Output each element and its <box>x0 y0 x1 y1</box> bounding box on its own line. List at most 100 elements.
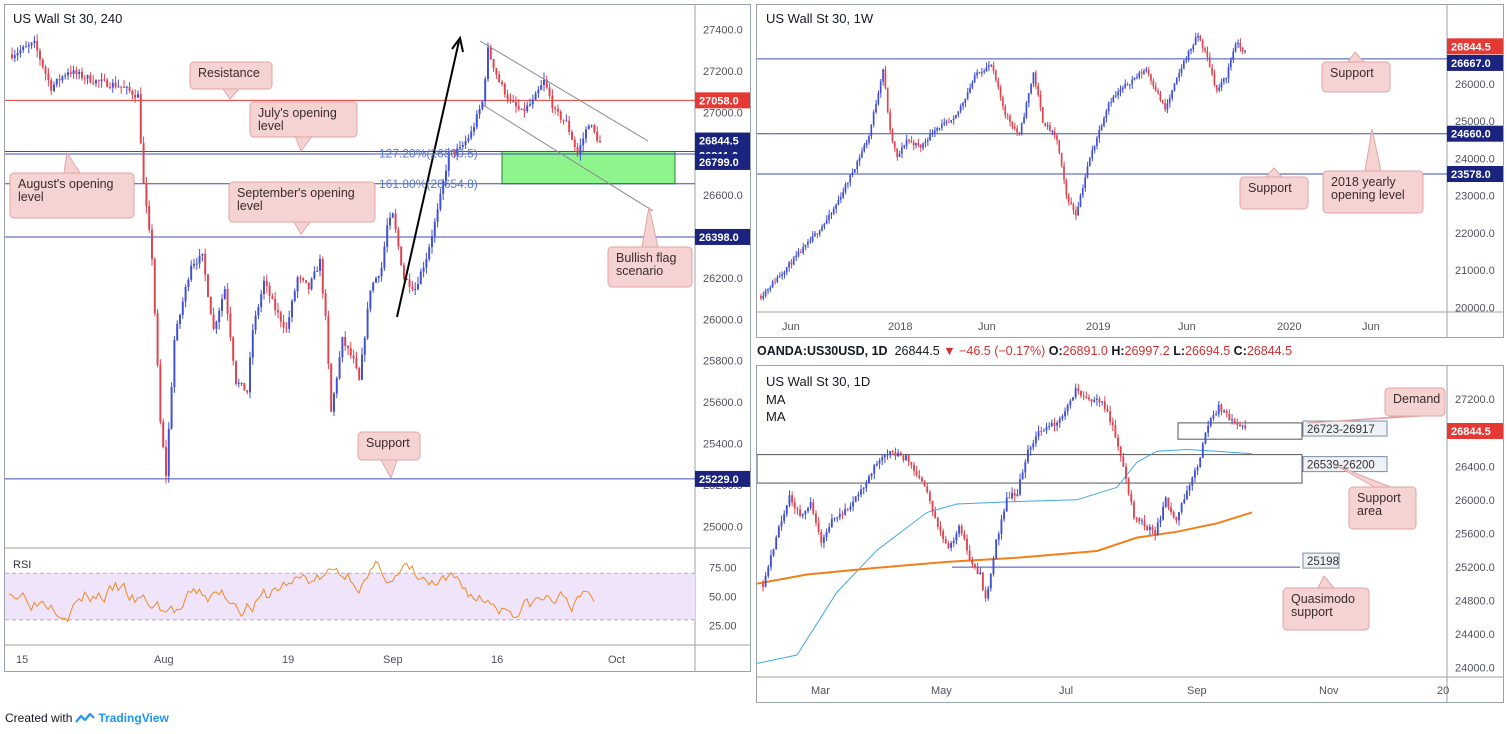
impulse-arrow-line <box>396 40 460 318</box>
w-candle <box>891 130 894 142</box>
d-candle <box>1050 423 1053 427</box>
w-x-tick: Jun <box>978 321 996 333</box>
w-support-callout-mid: Support <box>1239 167 1309 210</box>
d-candle <box>1117 437 1119 447</box>
weekly-chart[interactable]: 26000.0 25000.0 24000.0 23000.0 22000.0 21000… <box>757 5 1503 337</box>
h4-candle <box>11 54 13 59</box>
w-candle <box>1020 123 1023 135</box>
h4-candle <box>400 246 403 266</box>
weekly-chart-title: US Wall St 30, 1W <box>766 11 874 26</box>
h4-chart[interactable]: 127.20%(26800.5) 161.80%(26654.8) 27400.0… <box>5 5 750 671</box>
h4-candle <box>148 206 151 230</box>
d-candle <box>1058 418 1061 423</box>
h4-price-tag: 26398.0 <box>699 232 739 244</box>
w-candle <box>1190 49 1192 52</box>
w-candle <box>1232 51 1234 60</box>
d-candle <box>764 575 767 587</box>
w-candle <box>1006 115 1009 117</box>
w-candle <box>1201 40 1204 49</box>
h4-candle <box>414 289 417 291</box>
h4-chart-panel[interactable]: 127.20%(26800.5) 161.80%(26654.8) 27400.0… <box>4 4 751 672</box>
h4-candle <box>347 345 349 349</box>
h4-x-tick: 15 <box>16 654 28 666</box>
d-candle <box>833 517 836 519</box>
d-candle <box>1133 502 1135 519</box>
w-candle <box>767 289 769 291</box>
daily-chart[interactable]: 26723-26917 26539-26200 25198 27200.0 2640… <box>757 366 1503 702</box>
d-candle <box>1180 503 1183 513</box>
h4-candle <box>467 138 470 142</box>
d-candle <box>854 496 857 502</box>
w-candle <box>1183 60 1185 69</box>
h4-candle <box>296 277 299 292</box>
ohlc-open: 26891.0 <box>1062 344 1108 358</box>
rsi-tick: 25.00 <box>709 621 737 633</box>
w-candle <box>995 70 997 81</box>
w-candle <box>924 141 927 144</box>
w-candle <box>966 92 969 99</box>
w-candle <box>1185 59 1187 61</box>
h4-candle <box>439 193 442 210</box>
h4-candle <box>271 295 274 299</box>
support-callout-box <box>357 431 421 461</box>
h4-candle <box>117 86 120 88</box>
h4-candle <box>179 314 181 324</box>
w-x-tick: 2018 <box>888 321 912 333</box>
h4-candle <box>562 119 565 121</box>
d-candle <box>1162 506 1165 520</box>
w-candle <box>1241 47 1244 52</box>
w-candle <box>955 114 957 119</box>
w-candle <box>776 277 779 282</box>
d-candle <box>1175 517 1178 521</box>
h4-candle <box>282 321 285 328</box>
w-candle <box>1067 194 1070 203</box>
h4-candle <box>16 53 19 56</box>
h4-candle <box>391 213 394 218</box>
h4-x-tick: 16 <box>491 654 503 666</box>
w-candle <box>797 251 800 256</box>
w-candle <box>936 128 938 131</box>
d-candle <box>1074 388 1077 398</box>
ma-short-line <box>757 448 1253 664</box>
footer-brand[interactable]: TradingView <box>98 711 169 725</box>
h4-candle <box>523 108 526 112</box>
w-candle <box>1114 95 1117 97</box>
d-candle <box>1101 401 1104 403</box>
h4-candle <box>599 140 601 143</box>
w-candle <box>849 175 851 183</box>
d-candle <box>1111 421 1114 426</box>
h4-candle <box>501 82 503 84</box>
d-candle <box>857 494 860 497</box>
w-candle <box>1194 37 1197 46</box>
h4-y-tick: 26600.0 <box>703 190 743 202</box>
w-candle <box>830 213 833 215</box>
d-candle <box>785 505 788 515</box>
h4-candle <box>316 270 319 272</box>
h4-candle <box>484 78 487 102</box>
d-candle <box>828 527 831 532</box>
d-candle <box>844 509 847 515</box>
h4-candle <box>338 357 341 379</box>
w-candle <box>846 182 849 185</box>
h4-candle <box>288 317 291 329</box>
w-candle <box>1081 187 1084 196</box>
h4-candle <box>139 94 142 144</box>
w-candle <box>908 139 910 142</box>
ohlc-symbol: OANDA:US30USD, 1D <box>757 344 888 358</box>
d-candle <box>1231 419 1233 421</box>
h4-candle <box>417 284 419 290</box>
w-candle <box>835 204 837 209</box>
h4-candle <box>279 312 282 322</box>
h4-candle <box>383 246 386 268</box>
w-candle <box>1096 138 1098 147</box>
w-candle <box>1154 86 1157 91</box>
h4-price-tag-bg <box>695 470 750 487</box>
w-candle <box>870 124 873 137</box>
daily-chart-panel[interactable]: 26723-26917 26539-26200 25198 27200.0 2640… <box>756 365 1504 703</box>
h4-candle <box>537 89 540 94</box>
yearly-open-callout-text: 2018 yearly <box>1331 175 1396 189</box>
h4-candle <box>50 79 53 91</box>
w-candle <box>929 133 931 141</box>
weekly-chart-panel[interactable]: 26000.0 25000.0 24000.0 23000.0 22000.0 21000… <box>756 4 1504 338</box>
